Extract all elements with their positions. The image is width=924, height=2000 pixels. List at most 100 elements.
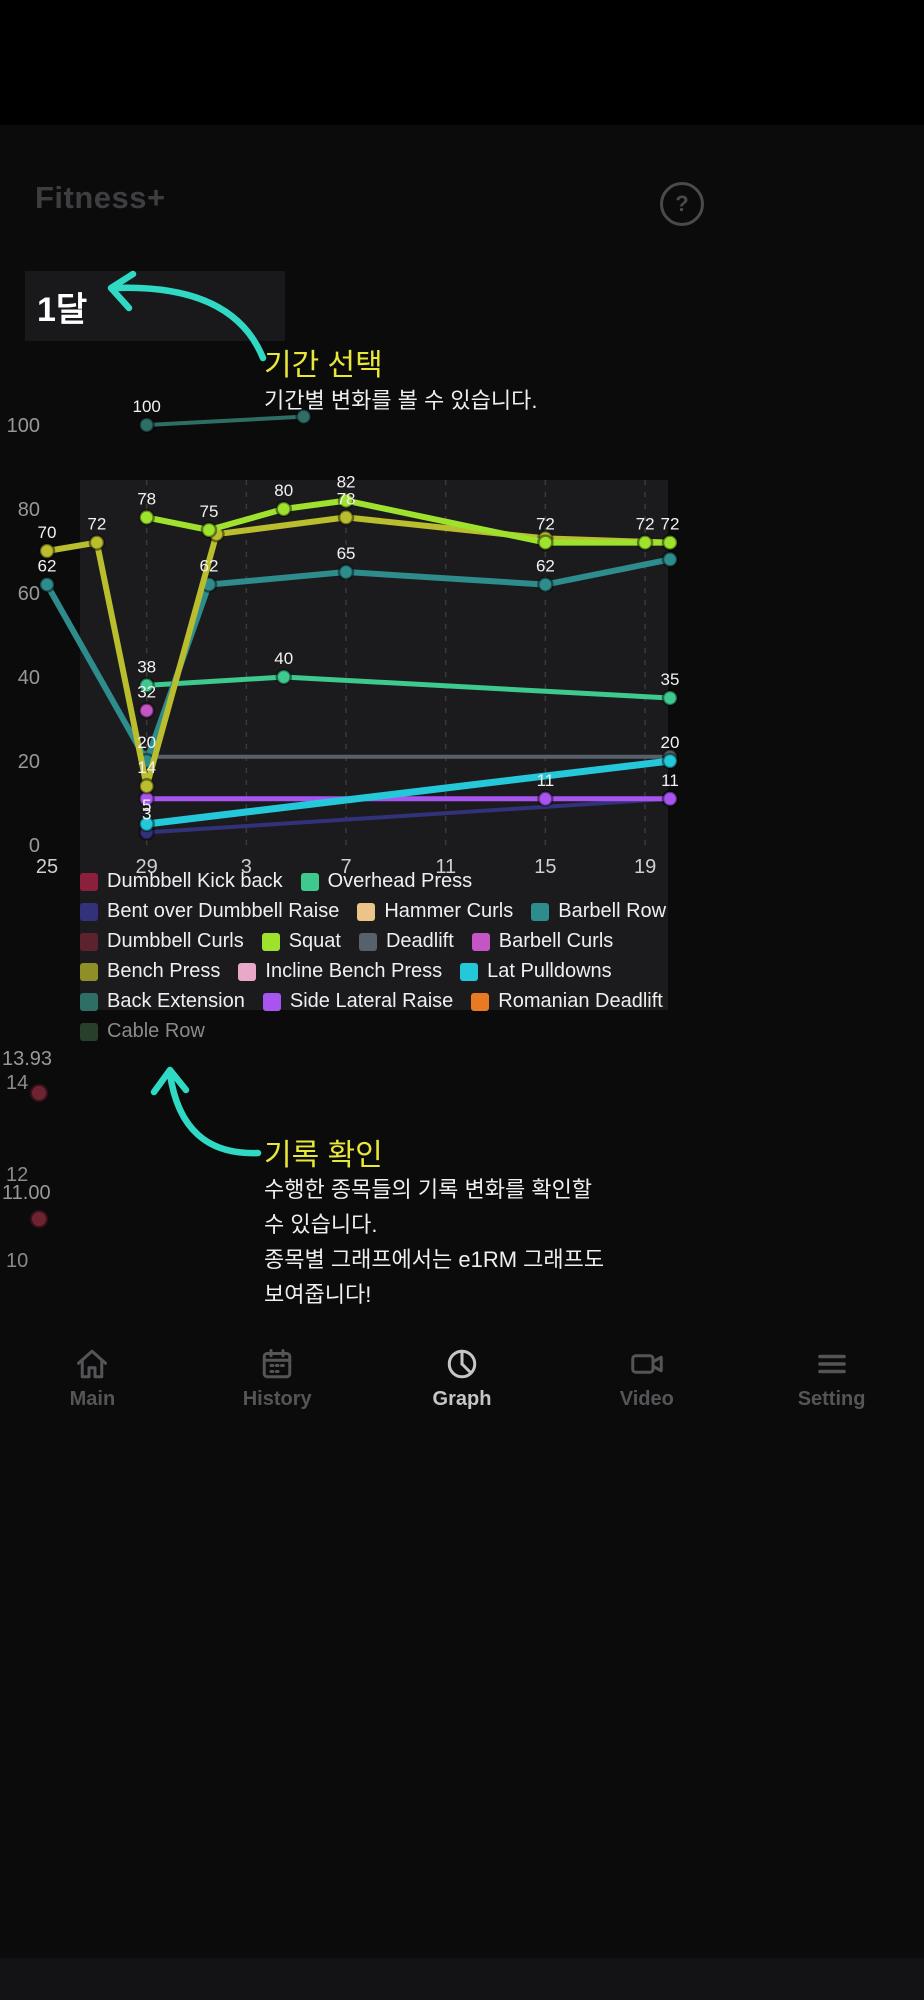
point-value-label: 72 [536,515,555,534]
chart2-y-tick: 14 [6,1072,29,1094]
chart-point [337,509,355,526]
legend-row: Dumbbell Kick back Overhead Press [80,870,700,893]
legend-item[interactable]: Barbell Row [531,900,666,923]
point-value-label: 35 [661,670,680,689]
legend-row: Back Extension Side Lateral Raise Romanian… [80,990,700,1013]
legend-swatch-icon [238,962,257,981]
tutorial-period-desc: 기간별 변화를 볼 수 있습니다. [264,388,538,413]
point-value-label: 32 [137,683,156,702]
point-value-label: 62 [38,557,57,576]
point-value-label: 65 [337,544,356,563]
legend-item[interactable]: Barbell Curls [471,930,614,953]
nav-item-setting[interactable]: Setting [739,1332,924,1424]
chart2-point [30,1210,48,1228]
tutorial-record-desc-line: 보여줍니다! [264,1282,372,1307]
chart-point [138,509,155,526]
nav-item-history[interactable]: History [185,1332,370,1424]
point-value-label: 100 [132,397,160,416]
x-axis-tick: 25 [36,856,58,878]
legend-label: Dumbbell Kick back [107,870,283,892]
legend-swatch-icon [261,932,280,951]
help-button[interactable]: ? [660,182,704,226]
point-value-label: 5 [142,796,151,815]
chart-card [80,480,668,1010]
legend-item[interactable]: Dumbbell Kick back [80,870,283,893]
series-line-back-extension [144,414,306,427]
y-axis-tick: 100 [7,415,40,437]
tutorial-record-desc-line: 종목별 그래프에서는 e1RM 그래프도 [264,1247,605,1272]
legend-label: Dumbbell Curls [107,930,244,952]
x-axis-tick: 7 [340,856,351,878]
legend-item[interactable]: Side Lateral Raise [262,990,454,1013]
legend-item[interactable]: Back Extension [80,990,245,1013]
legend-item[interactable]: Lat Pulldowns [460,960,612,983]
y-axis-tick: 0 [29,835,40,857]
legend-swatch-icon [80,992,98,1011]
legend-item[interactable]: Deadlift [358,930,454,953]
legend-item[interactable]: Overhead Press [300,870,472,893]
legend-swatch-icon [80,932,98,951]
point-value-label: 82 [337,473,356,492]
legend-swatch-icon [80,1022,98,1041]
legend-label: Romanian Deadlift [498,990,663,1012]
nav-item-main[interactable]: Main [0,1332,185,1424]
chart2-y-tick: 12 [6,1164,29,1186]
legend-item[interactable]: Dumbbell Curls [80,930,244,953]
legend-row: Bent over Dumbbell Raise Hammer Curls Barb… [80,900,700,923]
app-title: Fitness+ [35,180,166,215]
legend-item[interactable]: Hammer Curls [357,900,513,923]
series-line-barbell-row [44,556,673,764]
point-value-label: 11 [537,771,555,790]
point-value-label: 62 [536,557,555,576]
legend-label: Side Lateral Raise [289,990,454,1012]
chart-point [138,677,155,694]
menu-icon [814,1346,850,1382]
tutorial-record-desc-line: 수 있습니다. [264,1212,378,1237]
chart-point [38,576,56,593]
legend-label: Barbell Curls [498,930,614,952]
chart2-y-tick: 10 [6,1250,29,1272]
legend-item[interactable]: Squat [261,930,341,953]
legend-item[interactable]: Incline Bench Press [238,960,442,983]
chart-point [537,534,554,551]
legend-label: Squat [288,930,341,952]
tutorial-record-desc-line: 수행한 종목들의 기록 변화를 확인할 [264,1177,593,1202]
legend-item[interactable]: Bent over Dumbbell Raise [80,900,339,923]
point-value-label: 72 [87,515,106,534]
legend-item[interactable]: Bench Press [80,960,220,983]
nav-label: Main [69,1387,116,1410]
chart-point [138,815,155,833]
chart-point [200,521,218,539]
x-axis-tick: 19 [634,856,656,878]
x-axis-tick: 15 [534,856,556,878]
legend-swatch-icon [80,902,98,921]
chart-point [138,702,155,719]
chart-point [337,492,355,509]
point-value-label: 20 [661,733,680,752]
chart-point [537,576,554,593]
point-value-label: 72 [636,515,655,534]
point-value-label: 3 [142,804,151,823]
chart-point [295,408,312,425]
x-axis-tick: 29 [136,856,158,878]
app-background [0,125,924,1960]
point-value-label: 70 [38,523,57,542]
legend-item[interactable]: Cable Row [80,1020,205,1043]
chart-point [661,790,679,808]
y-axis-tick: 20 [18,751,40,773]
point-value-label: 75 [200,502,219,521]
nav-item-graph[interactable]: Graph [370,1332,555,1424]
point-value-label: 38 [137,657,156,676]
nav-item-video[interactable]: Video [554,1332,739,1424]
chart-point [88,534,106,551]
point-value-label: 40 [274,649,293,668]
tutorial-record-title: 기록 확인 [264,1139,383,1172]
legend-swatch-icon [357,902,376,921]
chart-point [38,542,56,560]
nav-label: Graph [432,1387,492,1410]
legend-item[interactable]: Romanian Deadlift [471,990,663,1013]
chart-point [661,689,679,707]
legend-swatch-icon [300,872,319,891]
chart-point [636,534,654,551]
